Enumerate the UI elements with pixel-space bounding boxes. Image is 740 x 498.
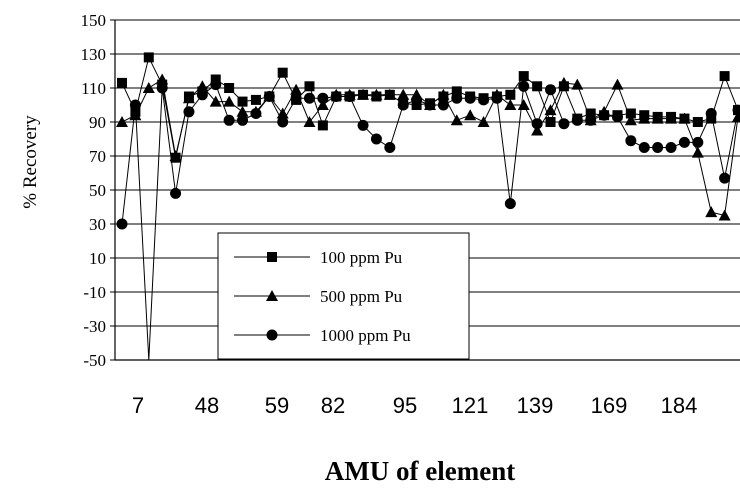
data-point: [478, 94, 489, 105]
data-point: [237, 115, 248, 126]
data-point: [224, 115, 235, 126]
y-tick-label: 110: [81, 79, 106, 98]
y-axis-label: % Recovery: [20, 115, 41, 209]
data-point: [451, 114, 463, 125]
y-tick-label: 10: [89, 249, 106, 268]
data-point: [719, 173, 730, 184]
legend-marker: [267, 252, 277, 262]
data-point: [519, 71, 529, 81]
x-tick-labels: 7 48 59 82 95 121 139 169 184: [132, 393, 697, 418]
data-point: [652, 142, 663, 153]
data-point: [558, 118, 569, 129]
data-point: [344, 91, 355, 102]
data-point: [545, 84, 556, 95]
data-point: [318, 120, 328, 130]
data-point: [130, 100, 141, 111]
legend-entry: 1000 ppm Pu: [320, 326, 411, 345]
data-point: [117, 219, 128, 230]
data-point: [599, 110, 610, 121]
y-tick-label: -10: [83, 283, 106, 302]
data-point: [438, 100, 449, 111]
data-point: [585, 115, 596, 126]
data-point: [692, 137, 703, 148]
data-point: [611, 79, 623, 90]
data-point: [238, 97, 248, 107]
data-point: [304, 81, 314, 91]
data-point: [505, 198, 516, 209]
data-point: [532, 118, 543, 129]
data-point: [705, 206, 717, 217]
data-point: [425, 100, 436, 111]
data-point: [679, 137, 690, 148]
y-tick-label: -30: [83, 317, 106, 336]
data-point: [384, 142, 395, 153]
data-point: [144, 52, 154, 62]
data-point: [411, 94, 422, 105]
data-point: [317, 93, 328, 104]
y-tick-label: 130: [81, 45, 107, 64]
x-tick-label: 48: [195, 393, 219, 418]
data-point: [210, 79, 221, 90]
data-point: [291, 93, 302, 104]
data-point: [117, 78, 127, 88]
x-tick-label: 169: [591, 393, 628, 418]
data-point: [639, 142, 650, 153]
x-tick-label: 139: [517, 393, 554, 418]
data-point: [612, 111, 623, 122]
data-point: [464, 109, 476, 120]
legend: 100 ppm Pu 500 ppm Pu 1000 ppm Pu: [218, 233, 469, 359]
x-tick-label: 59: [265, 393, 289, 418]
data-point: [572, 115, 583, 126]
data-point: [491, 93, 502, 104]
y-tick-label: -50: [83, 351, 106, 370]
x-tick-label: 7: [132, 393, 144, 418]
data-point: [532, 81, 542, 91]
data-point: [693, 117, 703, 127]
data-point: [720, 71, 730, 81]
data-point: [505, 90, 515, 100]
data-point: [250, 108, 261, 119]
y-tick-label: 150: [81, 11, 107, 30]
data-point: [371, 134, 382, 145]
x-tick-label: 184: [661, 393, 698, 418]
x-tick-label: 95: [393, 393, 417, 418]
data-point: [666, 142, 677, 153]
data-point: [304, 93, 315, 104]
data-point: [451, 93, 462, 104]
data-point: [157, 83, 168, 94]
data-point: [546, 117, 556, 127]
data-point: [277, 117, 288, 128]
x-axis-label: AMU of element: [325, 456, 515, 486]
legend-entry: 100 ppm Pu: [320, 248, 403, 267]
data-point: [197, 89, 208, 100]
x-tick-label: 82: [321, 393, 345, 418]
data-point: [692, 147, 704, 158]
data-point: [398, 100, 409, 111]
data-point: [625, 135, 636, 146]
data-point: [278, 68, 288, 78]
data-point: [224, 83, 234, 93]
data-point: [518, 81, 529, 92]
data-point: [264, 91, 275, 102]
y-tick-label: 90: [89, 113, 106, 132]
y-tick-label: 30: [89, 215, 106, 234]
x-tick-label: 121: [452, 393, 489, 418]
data-point: [719, 210, 731, 221]
y-tick-label: 50: [89, 181, 106, 200]
legend-marker: [267, 330, 278, 341]
data-point: [358, 120, 369, 131]
y-tick-label: 70: [89, 147, 106, 166]
data-point: [183, 106, 194, 117]
y-tick-labels: 150 130 110 90 70 50 30 10 -10 -30 -50: [81, 11, 107, 370]
data-point: [706, 108, 717, 119]
data-point: [251, 95, 261, 105]
data-point: [170, 188, 181, 199]
legend-entry: 500 ppm Pu: [320, 287, 403, 306]
data-point: [465, 93, 476, 104]
data-point: [331, 91, 342, 102]
